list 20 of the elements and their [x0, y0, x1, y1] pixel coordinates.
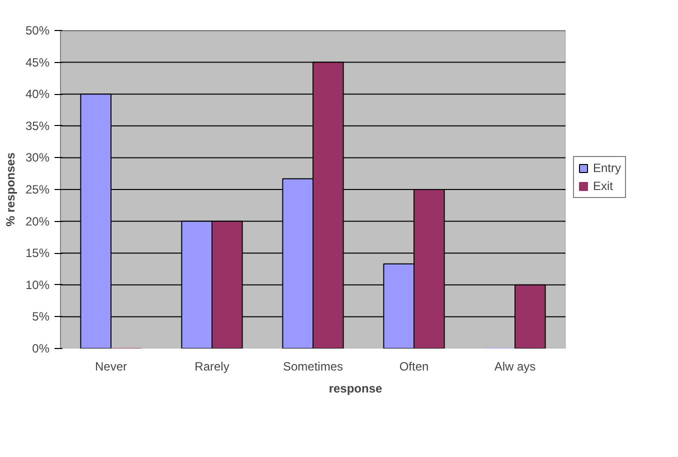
- y-tick-label: 40%: [25, 87, 50, 102]
- legend-label: Entry: [593, 161, 622, 175]
- y-tick-label: 45%: [25, 55, 50, 70]
- y-tick-label: 10%: [25, 278, 50, 292]
- legend-label: Exit: [593, 179, 614, 193]
- x-tick-label: Sometimes: [282, 360, 344, 374]
- y-tick-label: 50%: [25, 24, 50, 38]
- x-tick-label: Alw ays: [494, 360, 536, 374]
- x-tick-label: Often: [399, 360, 429, 374]
- y-tick-label: 0%: [32, 342, 50, 356]
- y-tick-label: 25%: [25, 182, 50, 196]
- y-tick-label: 35%: [25, 118, 50, 133]
- x-axis-title: response: [328, 382, 383, 396]
- x-tick-label: Rarely: [194, 360, 230, 374]
- y-tick-label: 5%: [32, 310, 50, 324]
- x-tick-label: Never: [94, 360, 128, 374]
- y-tick-label: 20%: [25, 214, 50, 228]
- y-tick-label: 15%: [25, 246, 50, 260]
- y-axis-title: % responses: [3, 152, 18, 227]
- y-tick-label: 30%: [25, 150, 50, 165]
